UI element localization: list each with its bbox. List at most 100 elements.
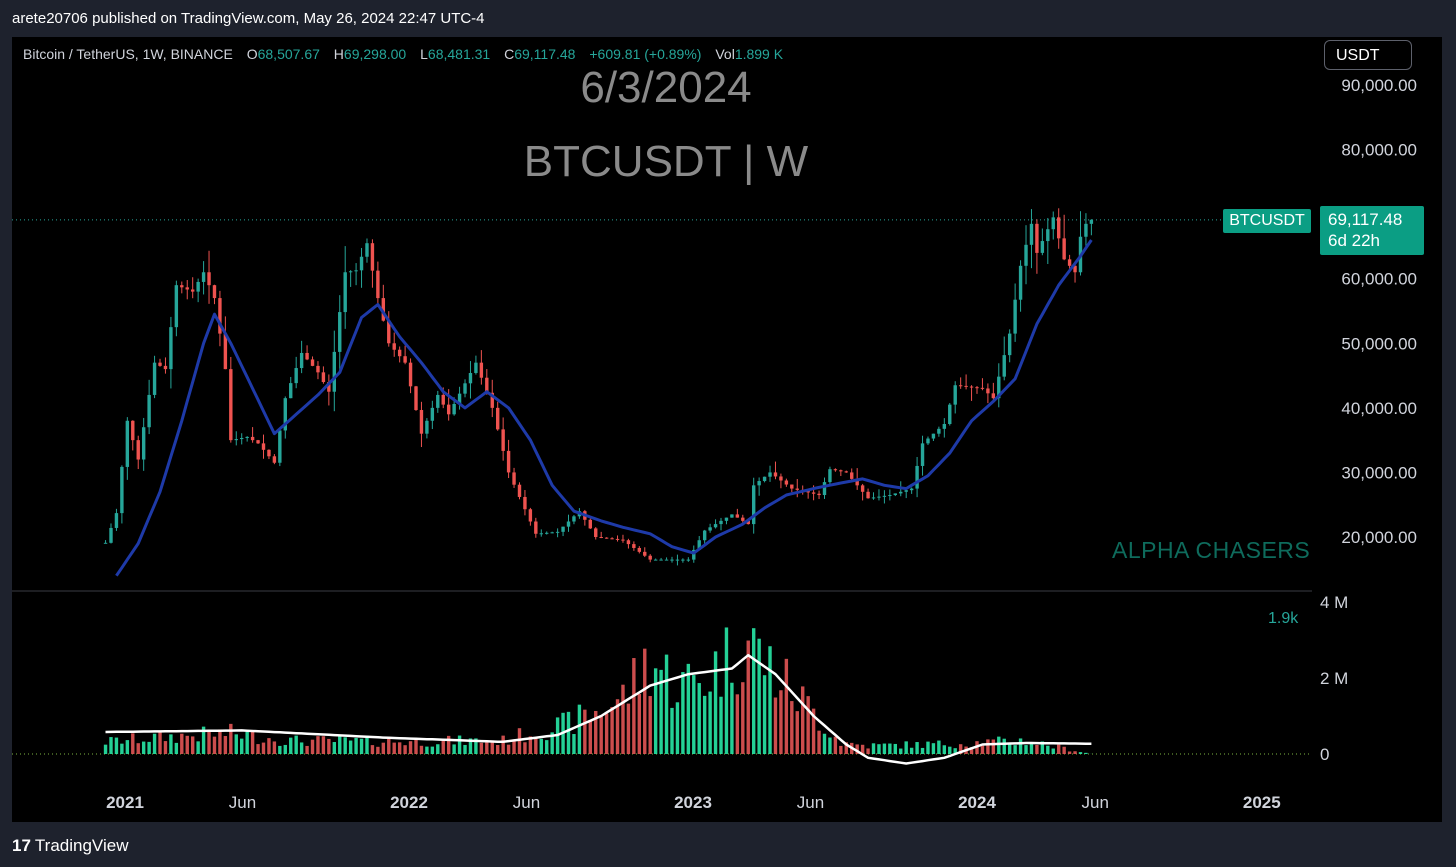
candle-body	[512, 472, 516, 485]
tradingview-logo[interactable]: 17 TradingView	[12, 836, 128, 856]
volume-bar	[294, 735, 298, 754]
price-tick-label: 50,000.00	[1341, 334, 1417, 353]
price-tick-label: 60,000.00	[1341, 270, 1417, 289]
volume-bar	[566, 711, 571, 754]
candle-body	[866, 491, 870, 499]
volume-bar	[1056, 744, 1061, 754]
candle-body	[185, 287, 189, 290]
candle-body	[860, 485, 865, 492]
candle-body	[931, 433, 936, 439]
volume-bar	[708, 691, 712, 754]
candle-body	[152, 362, 157, 395]
candle-body	[762, 476, 767, 482]
volume-bar	[218, 729, 222, 754]
volume-bar	[114, 737, 119, 754]
candle-body	[1024, 244, 1028, 266]
candle-body	[692, 549, 696, 560]
volume-bar	[485, 742, 489, 754]
price-tick-label: 80,000.00	[1341, 141, 1417, 160]
volume-bar	[392, 742, 396, 754]
volume-bar	[681, 672, 685, 754]
candle-body	[321, 372, 326, 383]
volume-bar	[784, 658, 789, 754]
chart-canvas[interactable]: 20,000.00 30,000.00 40,000.00 50,000.00 60,0…	[12, 37, 1442, 822]
volume-bar	[664, 654, 669, 754]
volume-bar	[702, 695, 707, 754]
volume-bar	[229, 723, 233, 754]
candle-body	[327, 382, 331, 392]
volume-bar	[822, 733, 827, 754]
candle-body	[272, 456, 277, 463]
chart-frame[interactable]: 20,000.00 30,000.00 40,000.00 50,000.00 60,0…	[12, 37, 1442, 822]
volume-tick-label: 4 M	[1320, 593, 1348, 612]
candle-body	[844, 471, 848, 473]
volume-bar	[801, 686, 805, 754]
candle-body	[773, 472, 778, 477]
candle-body	[926, 438, 930, 444]
volume-bar	[860, 744, 865, 754]
candle-body	[457, 393, 462, 404]
time-tick-label: 2023	[674, 793, 712, 812]
candle-body	[811, 492, 816, 494]
candle-body	[201, 272, 206, 282]
footer: 17 TradingView	[0, 830, 1456, 867]
candle-body	[316, 365, 320, 373]
candle-body	[387, 320, 391, 344]
candle-body	[109, 527, 113, 543]
volume-bar	[697, 683, 701, 754]
candle-body	[223, 333, 228, 370]
volume-bar	[283, 744, 287, 754]
candle-body	[534, 521, 538, 534]
volume-bar	[675, 702, 680, 754]
volume-bar	[381, 742, 386, 754]
candle-body	[948, 404, 952, 424]
candle-body	[817, 493, 821, 496]
volume-bar	[299, 742, 304, 754]
volume-bar	[735, 694, 740, 754]
candle-body	[446, 404, 451, 415]
candle-body	[267, 449, 271, 457]
volume-last-label: 1.9k	[1268, 610, 1299, 627]
volume-bar	[773, 697, 778, 754]
candle-body	[550, 532, 554, 534]
volume-bar	[632, 658, 636, 754]
volume-bar	[888, 743, 892, 754]
candle-body	[937, 428, 941, 434]
candle-body	[452, 403, 456, 415]
time-tick-label: 2021	[106, 793, 144, 812]
candle-body	[724, 517, 729, 521]
volume-bar	[316, 736, 320, 754]
candle-body	[332, 351, 337, 392]
volume-bar	[746, 640, 750, 754]
candle-body	[250, 436, 255, 441]
candle-body	[163, 365, 168, 370]
candle-body	[136, 440, 140, 460]
price-tick-label: 30,000.00	[1341, 463, 1417, 482]
candle-body	[1002, 355, 1006, 377]
candle-body	[403, 356, 407, 363]
volume-bar	[180, 733, 184, 754]
volume-bar	[953, 748, 957, 754]
candle-body	[899, 491, 903, 494]
volume-bar	[370, 745, 375, 754]
candle-body	[615, 538, 620, 540]
volume-bar	[621, 684, 625, 754]
candle-body	[659, 559, 663, 561]
volume-bar	[1062, 746, 1066, 754]
volume-bar	[267, 738, 271, 754]
symbol-price-tag: BTCUSDT	[1223, 209, 1311, 233]
volume-bar	[931, 743, 936, 754]
volume-bar	[338, 736, 342, 754]
candle-body	[523, 496, 527, 510]
candle-body	[986, 388, 990, 394]
currency-button[interactable]: USDT	[1324, 40, 1412, 70]
tradingview-logo-icon: 17	[12, 836, 31, 855]
candle-body	[643, 551, 647, 556]
candle-body	[588, 519, 592, 529]
candle-body	[103, 542, 108, 544]
legend-low-label: L	[420, 46, 428, 62]
volume-bar	[147, 741, 151, 754]
candle-body	[120, 466, 124, 514]
axes-layer: 20,000.00 30,000.00 40,000.00 50,000.00 60,0…	[106, 76, 1417, 812]
candle-body	[408, 362, 413, 387]
